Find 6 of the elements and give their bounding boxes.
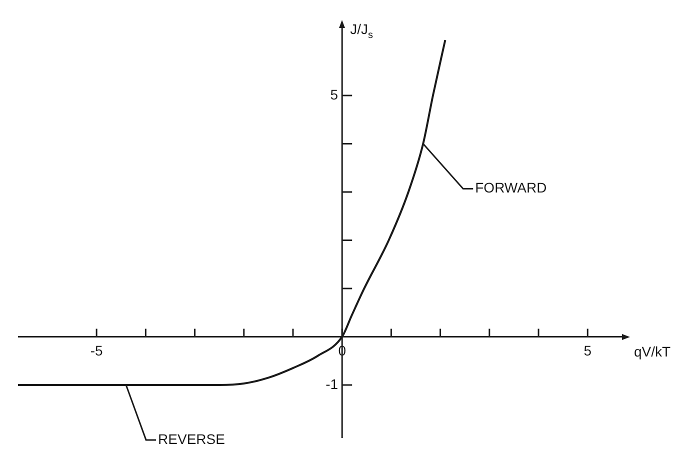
x-axis-title: qV/kT [634, 344, 672, 360]
x-tick-label: -5 [90, 342, 104, 359]
annotation: FORWARD [475, 180, 547, 196]
annotation: REVERSE [158, 430, 225, 447]
x-tick-label: 5 [584, 342, 592, 359]
y-tick-label: -1 [326, 376, 338, 392]
